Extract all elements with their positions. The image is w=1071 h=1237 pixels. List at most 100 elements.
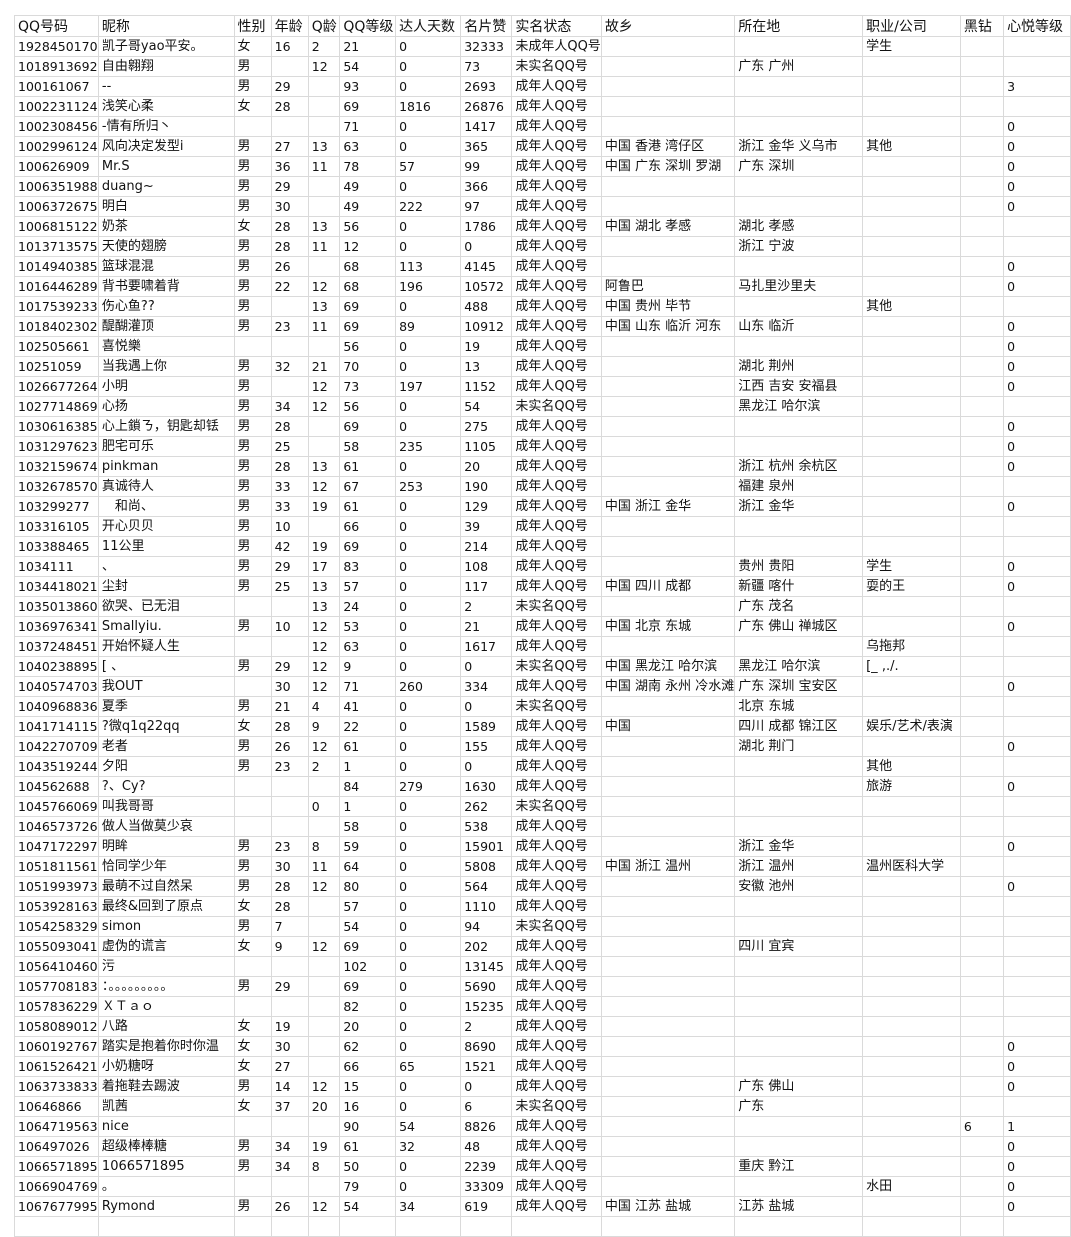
cell-nickname[interactable]: 浅笑心柔: [97, 96, 235, 117]
cell-nickname[interactable]: 小明: [97, 376, 235, 397]
column-header-realname-status[interactable]: 实名状态: [511, 15, 602, 37]
cell-nickname[interactable]: 自由翱翔: [97, 56, 235, 77]
cell-occupation[interactable]: [862, 416, 961, 437]
cell-card-likes[interactable]: 214: [460, 536, 513, 557]
cell-location[interactable]: 湖北 荆门: [734, 736, 864, 757]
cell-card-likes[interactable]: 2239: [460, 1156, 513, 1177]
cell-black-diamond[interactable]: [959, 1056, 1005, 1077]
cell-gender[interactable]: [233, 676, 272, 697]
cell-occupation[interactable]: [862, 1096, 961, 1117]
cell-gender[interactable]: 男: [233, 476, 272, 497]
cell-xinyue-level[interactable]: [1003, 476, 1071, 497]
cell-age[interactable]: [270, 996, 309, 1017]
cell-qq-level[interactable]: 90: [339, 1116, 397, 1137]
cell-expert-days[interactable]: 65: [395, 1056, 462, 1077]
cell-occupation[interactable]: [862, 1136, 961, 1157]
cell-location[interactable]: 江苏 盐城: [734, 1196, 864, 1217]
cell-gender[interactable]: 男: [233, 396, 272, 417]
cell-empty[interactable]: [959, 1216, 1005, 1237]
cell-black-diamond[interactable]: [959, 516, 1005, 537]
cell-black-diamond[interactable]: [959, 476, 1005, 497]
cell-card-likes[interactable]: 0: [460, 656, 513, 677]
cell-location[interactable]: [734, 1036, 864, 1057]
cell-age[interactable]: 34: [270, 1136, 309, 1157]
cell-occupation[interactable]: [862, 936, 961, 957]
cell-xinyue-level[interactable]: [1003, 796, 1071, 817]
cell-occupation[interactable]: 温州医科大学: [862, 856, 961, 877]
cell-hometown[interactable]: [600, 896, 736, 917]
cell-card-likes[interactable]: 1630: [460, 776, 513, 797]
cell-age[interactable]: 14: [270, 1076, 309, 1097]
cell-occupation[interactable]: [862, 176, 961, 197]
cell-nickname[interactable]: 尘封: [97, 576, 235, 597]
cell-expert-days[interactable]: 235: [395, 436, 462, 457]
cell-realname-status[interactable]: 成年人QQ号: [511, 1016, 602, 1037]
cell-qq-level[interactable]: 56: [339, 336, 397, 357]
cell-age[interactable]: 27: [270, 136, 309, 157]
cell-gender[interactable]: 男: [233, 696, 272, 717]
cell-qq-number[interactable]: 1027714869: [14, 396, 99, 417]
cell-nickname[interactable]: 着拖鞋去踢波: [97, 1076, 235, 1097]
cell-expert-days[interactable]: 0: [395, 336, 462, 357]
cell-age[interactable]: 36: [270, 156, 309, 177]
cell-occupation[interactable]: [862, 1056, 961, 1077]
cell-black-diamond[interactable]: [959, 1036, 1005, 1057]
cell-nickname[interactable]: duang~: [97, 176, 235, 197]
cell-expert-days[interactable]: 0: [395, 396, 462, 417]
cell-occupation[interactable]: [862, 816, 961, 837]
cell-occupation[interactable]: [862, 696, 961, 717]
cell-hometown[interactable]: [600, 196, 736, 217]
cell-expert-days[interactable]: 0: [395, 696, 462, 717]
cell-q-age[interactable]: 2: [307, 756, 341, 777]
cell-qq-number[interactable]: 103388465: [14, 536, 99, 557]
cell-qq-number[interactable]: 1016446289: [14, 276, 99, 297]
column-header-expert-days[interactable]: 达人天数: [395, 15, 462, 37]
cell-gender[interactable]: 男: [233, 576, 272, 597]
cell-expert-days[interactable]: 0: [395, 236, 462, 257]
column-header-nickname[interactable]: 昵称: [97, 15, 235, 37]
cell-qq-level[interactable]: 1: [339, 756, 397, 777]
cell-expert-days[interactable]: 0: [395, 936, 462, 957]
cell-expert-days[interactable]: 0: [395, 116, 462, 137]
cell-black-diamond[interactable]: [959, 756, 1005, 777]
cell-black-diamond[interactable]: [959, 1136, 1005, 1157]
cell-expert-days[interactable]: 0: [395, 636, 462, 657]
column-header-qq-number[interactable]: QQ号码: [14, 15, 99, 37]
cell-occupation[interactable]: 学生: [862, 36, 961, 57]
cell-age[interactable]: 29: [270, 176, 309, 197]
cell-hometown[interactable]: 中国 山东 临沂 河东: [600, 316, 736, 337]
cell-card-likes[interactable]: 4145: [460, 256, 513, 277]
cell-hometown[interactable]: [600, 516, 736, 537]
cell-nickname[interactable]: 老者: [97, 736, 235, 757]
cell-age[interactable]: 23: [270, 756, 309, 777]
cell-occupation[interactable]: 旅游: [862, 776, 961, 797]
cell-xinyue-level[interactable]: 0: [1003, 196, 1071, 217]
cell-card-likes[interactable]: 8826: [460, 1116, 513, 1137]
cell-realname-status[interactable]: 成年人QQ号: [511, 116, 602, 137]
cell-qq-number[interactable]: 1042270709: [14, 736, 99, 757]
cell-age[interactable]: 26: [270, 256, 309, 277]
cell-qq-level[interactable]: 69: [339, 416, 397, 437]
cell-xinyue-level[interactable]: 0: [1003, 1156, 1071, 1177]
cell-qq-level[interactable]: 70: [339, 356, 397, 377]
cell-nickname[interactable]: 天使的翅膀: [97, 236, 235, 257]
cell-realname-status[interactable]: 成年人QQ号: [511, 1136, 602, 1157]
cell-card-likes[interactable]: 8690: [460, 1036, 513, 1057]
cell-gender[interactable]: 男: [233, 916, 272, 937]
column-header-location[interactable]: 所在地: [734, 15, 864, 37]
cell-gender[interactable]: 女: [233, 1056, 272, 1077]
cell-black-diamond[interactable]: [959, 156, 1005, 177]
cell-expert-days[interactable]: 0: [395, 656, 462, 677]
cell-age[interactable]: 10: [270, 516, 309, 537]
cell-black-diamond[interactable]: [959, 316, 1005, 337]
cell-qq-number[interactable]: 1014940385: [14, 256, 99, 277]
cell-black-diamond[interactable]: [959, 376, 1005, 397]
cell-age[interactable]: 28: [270, 236, 309, 257]
cell-qq-number[interactable]: 1032678570: [14, 476, 99, 497]
cell-location[interactable]: [734, 796, 864, 817]
cell-q-age[interactable]: 21: [307, 356, 341, 377]
cell-nickname[interactable]: 明眸: [97, 836, 235, 857]
cell-hometown[interactable]: 中国 浙江 金华: [600, 496, 736, 517]
cell-occupation[interactable]: [862, 676, 961, 697]
cell-location[interactable]: [734, 776, 864, 797]
